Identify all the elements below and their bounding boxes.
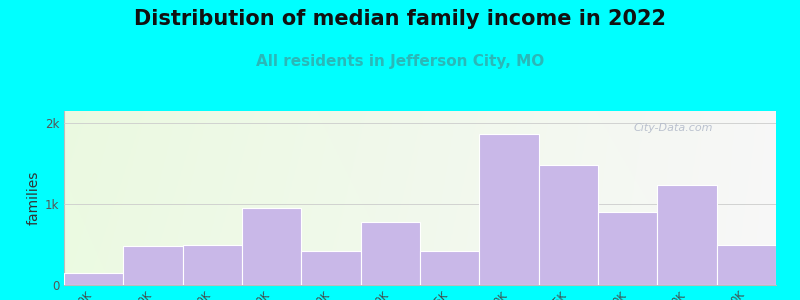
Y-axis label: families: families — [26, 171, 41, 225]
Text: City-Data.com: City-Data.com — [634, 123, 713, 133]
Text: Distribution of median family income in 2022: Distribution of median family income in … — [134, 9, 666, 29]
Bar — [538, 165, 598, 285]
Bar — [598, 212, 658, 285]
Bar — [64, 273, 123, 285]
Bar — [479, 134, 538, 285]
Bar — [658, 185, 717, 285]
Bar — [717, 244, 776, 285]
Bar — [242, 208, 302, 285]
Bar — [420, 251, 479, 285]
Bar — [361, 222, 420, 285]
Bar — [182, 244, 242, 285]
Bar — [123, 246, 182, 285]
Bar — [302, 251, 361, 285]
Text: All residents in Jefferson City, MO: All residents in Jefferson City, MO — [256, 54, 544, 69]
